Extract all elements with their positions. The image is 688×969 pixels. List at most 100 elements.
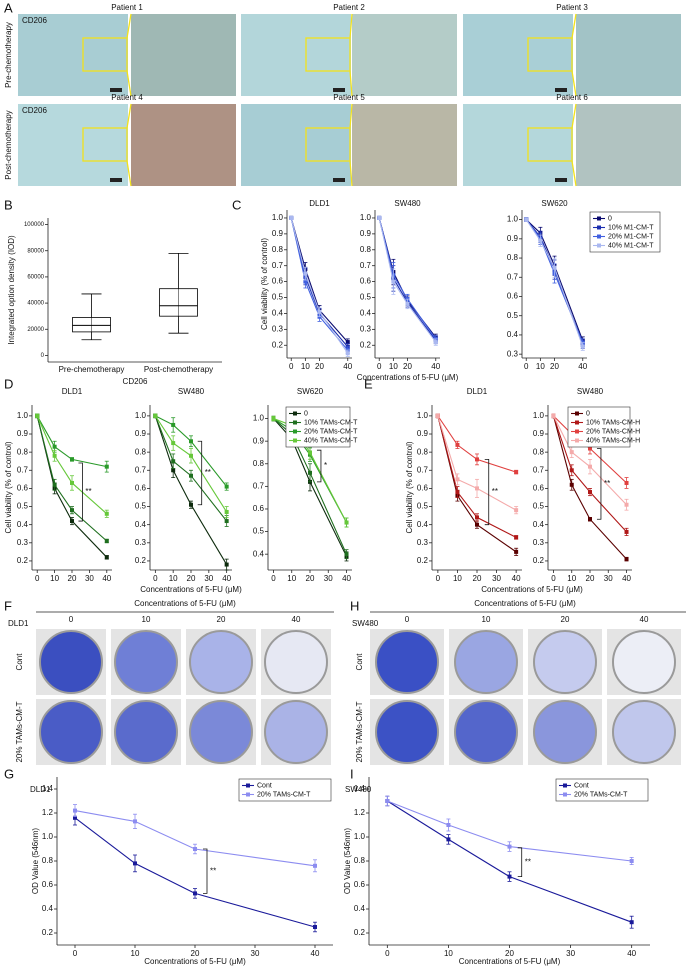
- x-tick-label: 30: [85, 574, 94, 583]
- marker: [455, 442, 460, 447]
- chart-title: SW480: [577, 387, 604, 396]
- y-tick-label: 0.7: [17, 465, 29, 474]
- y-tick-label: 0.6: [135, 484, 147, 493]
- marker: [345, 340, 350, 345]
- x-tick-label: 40: [342, 574, 351, 583]
- series-line: [552, 415, 627, 533]
- zoom-line: [349, 103, 353, 129]
- panel-label: E: [364, 376, 373, 391]
- series-line: [36, 415, 108, 515]
- legend-label: 10% M1-CM-T: [608, 224, 654, 231]
- y-tick-label: 1.0: [354, 832, 366, 841]
- series-line: [290, 217, 349, 348]
- x-tick-label: 40: [102, 574, 111, 583]
- marker: [104, 538, 109, 543]
- marker: [405, 301, 410, 306]
- y-tick-label: 1.0: [360, 213, 372, 222]
- y-tick-label: 0.8: [533, 447, 545, 456]
- y-tick-label: 0.7: [417, 465, 429, 474]
- plate: [533, 630, 597, 694]
- legend-label: Cont: [257, 782, 272, 789]
- y-tick-label: 0.4: [17, 520, 29, 529]
- zoom-line: [126, 70, 132, 97]
- marker: [446, 823, 451, 827]
- chart-title: SW480: [178, 387, 205, 396]
- histology-high: [576, 14, 681, 96]
- x-tick-label: 20: [68, 574, 77, 583]
- marker: [52, 444, 57, 449]
- plate: [39, 630, 103, 694]
- zoom-line: [126, 160, 132, 187]
- histology-low: [18, 14, 128, 96]
- marker: [73, 808, 77, 813]
- zoom-box: [305, 127, 351, 162]
- y-tick-label: 1.0: [507, 215, 519, 224]
- marker: [52, 453, 57, 458]
- y-tick-label: 0.3: [417, 538, 429, 547]
- y-tick-label: 80000: [27, 248, 44, 254]
- x-tick-label: Pre-chemotherapy: [59, 365, 125, 374]
- x-tick-label: 10: [536, 362, 545, 371]
- y-tick-label: 0.5: [360, 293, 372, 302]
- y-axis-label: OD Value (546nm): [31, 828, 40, 894]
- x-tick-label: 20: [505, 949, 514, 958]
- marker: [313, 925, 317, 929]
- legend-label: 20% TAMs-CM-H: [586, 428, 640, 435]
- condition-label: 20% TAMs-CM-T: [15, 701, 24, 762]
- x-tick-label: 0: [436, 574, 441, 583]
- significance-bracket: [316, 449, 322, 483]
- zoom-line: [126, 103, 132, 129]
- marker: [475, 515, 479, 520]
- marker: [189, 453, 193, 458]
- scale-bar: [110, 88, 122, 92]
- series-line: [290, 217, 349, 354]
- y-tick-label: 0.4: [360, 309, 372, 318]
- y-tick-label: 0.2: [17, 556, 29, 565]
- y-tick-label: 1.0: [533, 411, 545, 420]
- x-tick-label: 10: [453, 574, 462, 583]
- legend-marker: [575, 438, 579, 443]
- y-tick-label: 60000: [27, 274, 44, 280]
- x-tick-label: 10: [444, 949, 453, 958]
- significance-label: **: [525, 857, 531, 866]
- marker: [224, 509, 229, 514]
- legend-marker: [293, 420, 297, 425]
- legend-label: 20% TAMs-CM-T: [574, 791, 628, 798]
- series-line: [378, 217, 437, 341]
- plate: [612, 630, 676, 694]
- significance-bracket: [78, 462, 83, 522]
- y-tick-label: 0.5: [533, 502, 545, 511]
- plate: [612, 700, 676, 764]
- series-line: [378, 217, 437, 340]
- legend-marker: [597, 216, 601, 221]
- x-tick-label: 40: [627, 949, 636, 958]
- y-tick-label: 0.6: [360, 277, 372, 286]
- chart-title: SW620: [541, 199, 568, 208]
- y-tick-label: 1.2: [42, 808, 54, 817]
- marker: [70, 519, 74, 524]
- legend-marker: [597, 243, 601, 248]
- marker: [193, 891, 197, 896]
- legend: 0 10% TAMs-CM-T 20% TAMs-CM-T 40% TAMs-CM-T: [285, 406, 358, 448]
- y-tick-label: 20000: [27, 327, 44, 333]
- legend-marker: [246, 783, 250, 788]
- dose-label: 0: [405, 615, 410, 624]
- y-tick-label: 0.6: [533, 484, 545, 493]
- group-label: Post-chemotherapy: [4, 110, 13, 179]
- x-tick-label: 0: [73, 949, 78, 958]
- y-tick-label: 0.4: [507, 330, 519, 339]
- scale-bar: [110, 178, 122, 182]
- y-tick-label: 0.4: [417, 520, 429, 529]
- marker: [538, 238, 543, 243]
- y-tick-label: 0.2: [360, 340, 372, 349]
- panel-label: A: [4, 0, 13, 15]
- significance-bracket: [197, 440, 203, 506]
- y-tick-label: 0.8: [417, 447, 429, 456]
- marker: [189, 473, 193, 478]
- plate: [533, 700, 597, 764]
- y-tick-label: 0.4: [42, 904, 54, 913]
- series-line: [154, 415, 228, 513]
- y-tick-label: 0.3: [272, 324, 284, 333]
- marker: [624, 502, 629, 507]
